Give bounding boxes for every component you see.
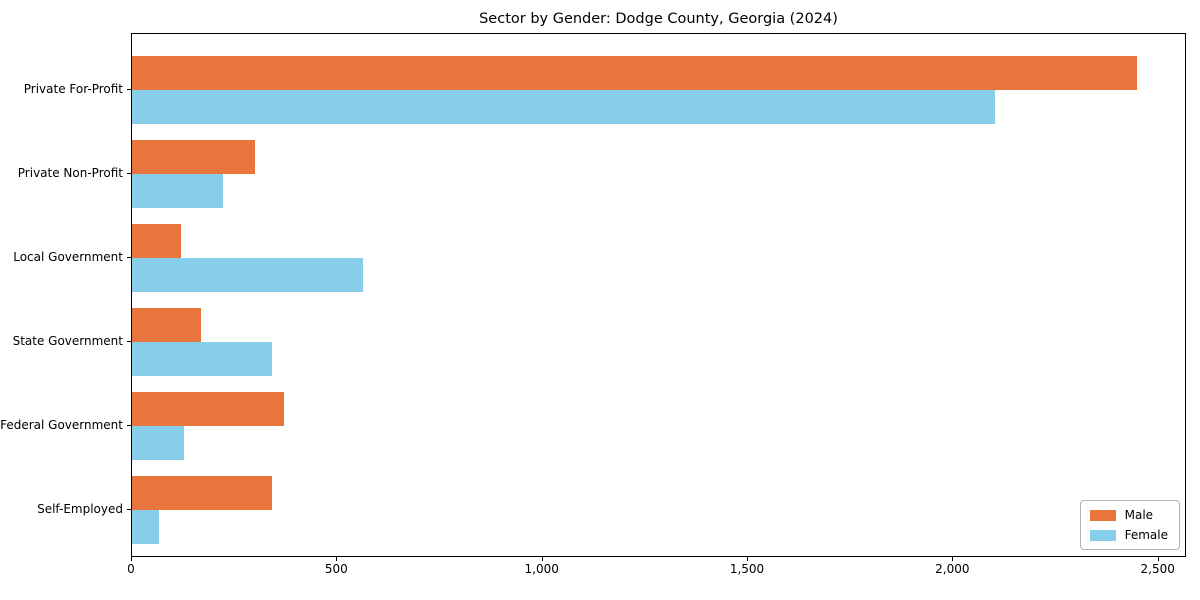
bar-female-local-government bbox=[132, 257, 363, 292]
x-tick-mark-500 bbox=[336, 557, 338, 561]
y-tick-label-self-employed: Self-Employed bbox=[37, 501, 123, 516]
legend-label-male: Male bbox=[1124, 508, 1154, 522]
x-tick-mark-1-500 bbox=[747, 557, 748, 561]
legend-swatch-female bbox=[1089, 529, 1116, 541]
legend-entry-female: Female bbox=[1089, 528, 1168, 542]
y-tick-label-federal-government: Federal Government bbox=[0, 417, 123, 432]
x-tick-label-0: 0 bbox=[127, 562, 135, 576]
y-tick-label-private-for-profit: Private For-Profit bbox=[23, 81, 123, 96]
y-tick-label-local-government: Local Government bbox=[13, 249, 123, 264]
x-tick-label-500: 500 bbox=[324, 562, 348, 576]
bars-layer bbox=[132, 34, 1185, 556]
legend: Male Female bbox=[1079, 500, 1180, 550]
x-tick-mark-2-500 bbox=[1157, 557, 1159, 561]
bar-male-private-for-profit bbox=[132, 55, 1137, 90]
x-tick-label-1-000: 1,000 bbox=[524, 562, 559, 576]
y-tick-mark-self-employed bbox=[127, 508, 131, 510]
y-tick-mark-private-for-profit bbox=[127, 88, 131, 90]
y-tick-mark-state-government bbox=[127, 340, 131, 342]
bar-male-federal-government bbox=[132, 391, 284, 426]
bar-male-local-government bbox=[132, 223, 181, 258]
bar-female-private-non-profit bbox=[132, 173, 224, 208]
x-tick-label-2-000: 2,000 bbox=[935, 562, 970, 576]
y-tick-mark-private-non-profit bbox=[127, 172, 131, 174]
x-tick-mark-2-000 bbox=[952, 557, 954, 561]
x-tick-label-1-500: 1,500 bbox=[729, 562, 765, 576]
legend-label-female: Female bbox=[1124, 528, 1168, 542]
y-tick-label-private-non-profit: Private Non-Profit bbox=[17, 165, 123, 180]
y-tick-mark-local-government bbox=[127, 256, 131, 258]
legend-entry-male: Male bbox=[1089, 508, 1168, 522]
bar-female-private-for-profit bbox=[132, 89, 995, 124]
bar-male-self-employed bbox=[132, 475, 273, 510]
legend-swatch-male bbox=[1089, 509, 1116, 521]
x-tick-mark-0 bbox=[131, 557, 132, 561]
y-tick-label-state-government: State Government bbox=[12, 333, 123, 348]
plot-area: Male Female bbox=[131, 33, 1186, 557]
bar-female-state-government bbox=[132, 341, 273, 376]
bar-female-self-employed bbox=[132, 509, 160, 544]
bar-female-federal-government bbox=[132, 425, 184, 460]
y-tick-mark-federal-government bbox=[127, 424, 131, 426]
bar-male-state-government bbox=[132, 307, 201, 342]
bar-male-private-non-profit bbox=[132, 139, 256, 174]
chart-title: Sector by Gender: Dodge County, Georgia … bbox=[479, 11, 838, 27]
x-tick-label-2-500: 2,500 bbox=[1140, 562, 1175, 576]
x-tick-mark-1-000 bbox=[541, 557, 543, 561]
